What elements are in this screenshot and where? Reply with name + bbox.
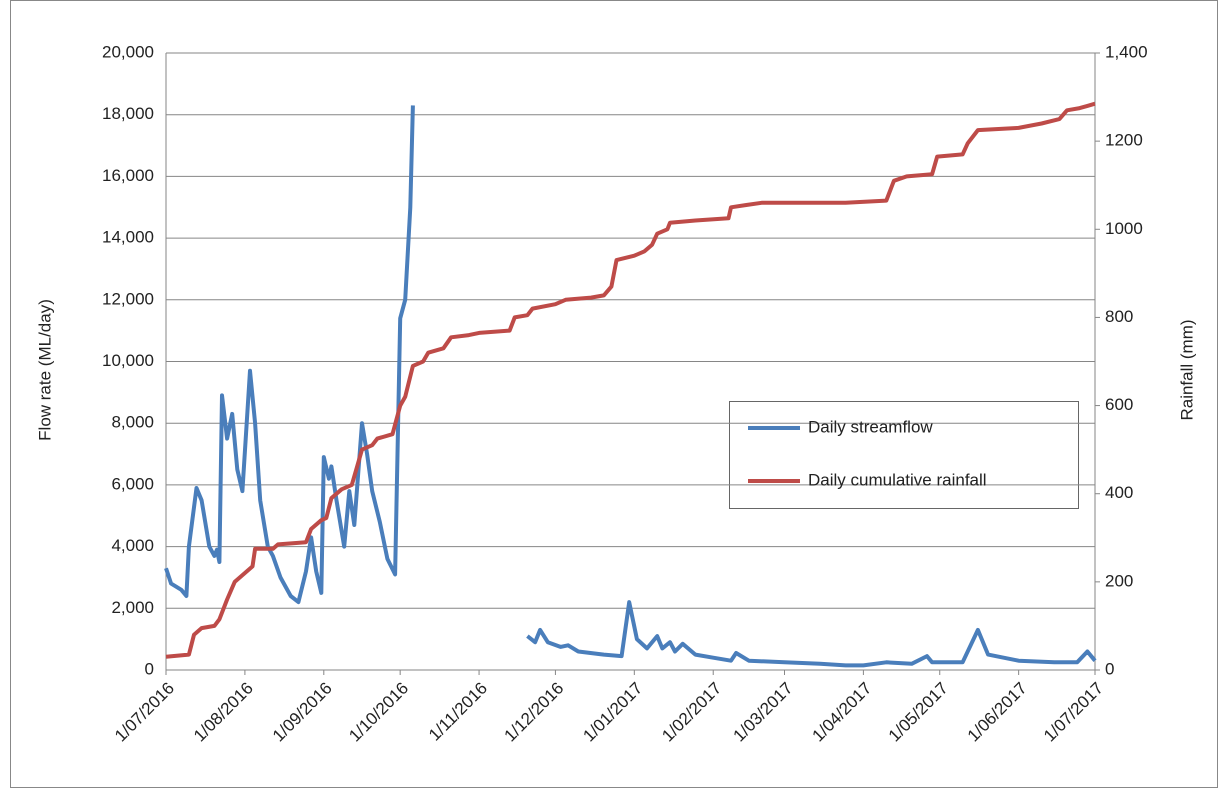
y-tick-label: 12,000 [102,289,154,308]
y2-tick-label: 0 [1105,659,1114,678]
legend-label: Daily streamflow [808,417,933,436]
legend-box [729,401,1079,509]
y-tick-label: 8,000 [111,413,154,432]
y-tick-label: 10,000 [102,351,154,370]
y2-tick-label: 400 [1105,483,1133,502]
y-tick-label: 4,000 [111,536,154,555]
y-tick-label: 6,000 [111,474,154,493]
y-tick-label: 16,000 [102,166,154,185]
chart-border [10,0,1218,788]
y-tick-label: 14,000 [102,228,154,247]
y2-tick-label: 1000 [1105,219,1143,238]
series-line [164,105,1097,668]
series-line [165,101,1096,659]
y2-tick-label: 800 [1105,307,1133,326]
y-tick-label: 0 [145,659,154,678]
y2-axis-label: Rainfall (mm) [1177,319,1196,420]
legend-label: Daily cumulative rainfall [808,470,987,489]
y-tick-label: 2,000 [111,598,154,617]
y2-tick-label: 600 [1105,395,1133,414]
y-tick-label: 18,000 [102,104,154,123]
y2-tick-label: 200 [1105,571,1133,590]
y2-tick-label: 1200 [1105,131,1143,150]
y-axis-label: Flow rate (ML/day) [35,299,54,441]
y-tick-label: 20,000 [102,42,154,61]
y2-tick-label: 1,400 [1105,42,1148,61]
